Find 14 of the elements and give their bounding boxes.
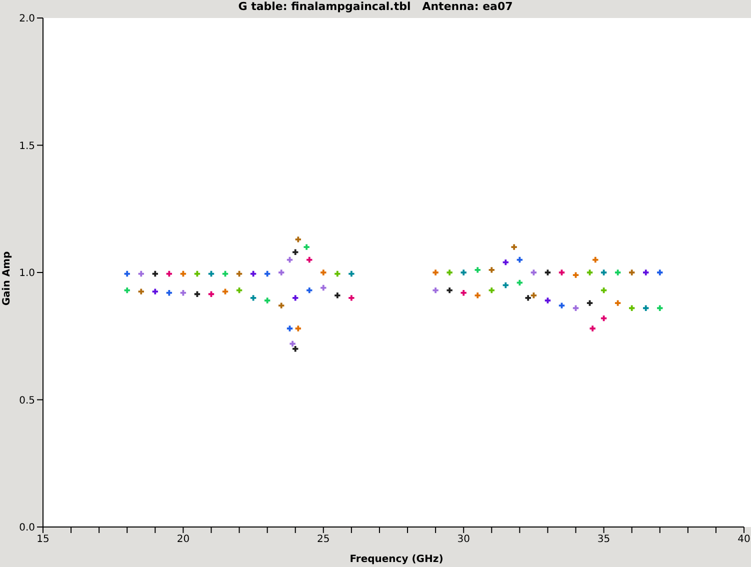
x-tick-label: 30 (457, 534, 470, 546)
y-tick-label: 1.5 (19, 140, 35, 152)
x-tick-label: 20 (176, 534, 190, 546)
y-tick-label: 0.5 (19, 395, 35, 406)
x-tick-label: 40 (738, 534, 750, 546)
x-tick-label: 35 (597, 534, 610, 546)
y-tick-label: 2.0 (19, 14, 35, 25)
y-tick-label: 0.0 (19, 522, 35, 534)
x-tick-label: 15 (36, 534, 50, 546)
x-tick-label: 25 (317, 534, 330, 546)
chart-title: G table: finalampgaincal.tbl Antenna: ea07 (237, 0, 514, 13)
y-axis-title: Gain Amp (2, 251, 12, 306)
y-tick-label: 1.0 (19, 268, 35, 280)
x-axis-title: Frequency (GHz) (348, 554, 444, 565)
